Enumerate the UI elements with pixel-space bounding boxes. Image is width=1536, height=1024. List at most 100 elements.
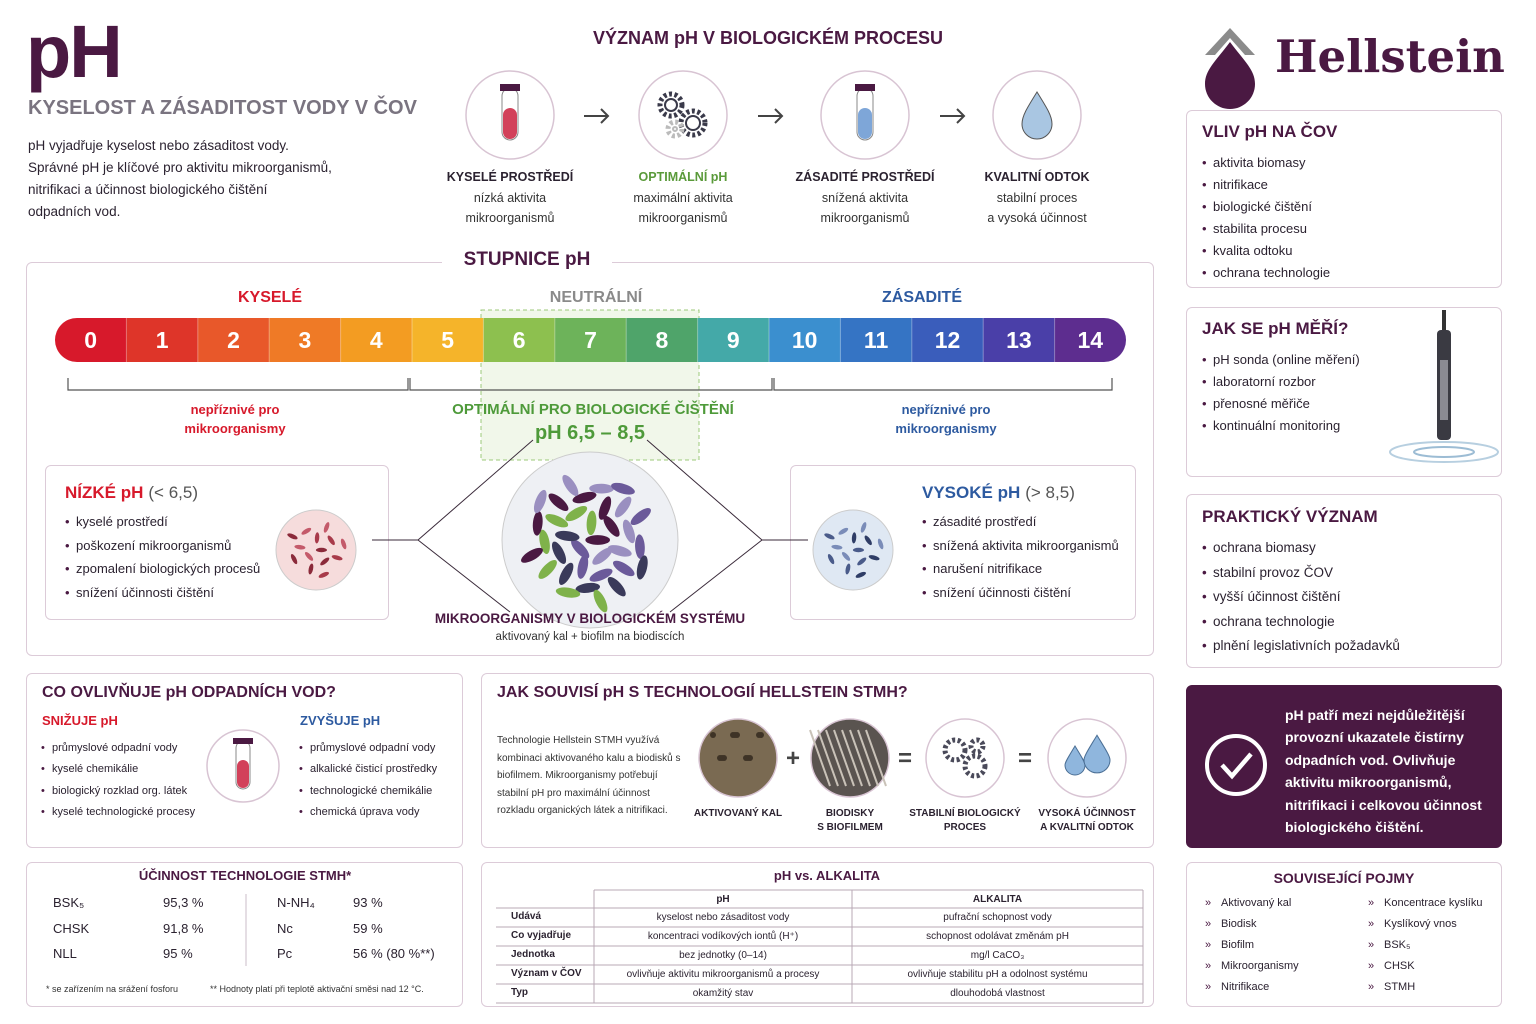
technology-label: VYSOKÁ ÚČINNOST [1038, 808, 1136, 819]
tube-liquid [858, 108, 872, 139]
efficiency-value: 95,3 % [163, 895, 204, 910]
microbe [301, 527, 312, 535]
microbe [575, 582, 601, 593]
right-note: mikroorganismy [895, 421, 997, 436]
microbe [548, 493, 569, 511]
card-item: pH sonda (online měření) [1202, 352, 1360, 368]
subtitle: KYSELOST A ZÁSADITOST VODY V ČOV [28, 97, 417, 119]
table-header: ALKALITA [972, 894, 1023, 905]
table-row-label: Udává [511, 911, 542, 922]
step-line: nízká aktivita [473, 191, 547, 205]
ph-segment [697, 318, 770, 362]
ph-value: 5 [441, 327, 455, 353]
gear [657, 91, 685, 119]
low-ph-title: NÍZKÉ pH (< 6,5) [65, 483, 198, 503]
low-ph-item: zpomalení biologických procesů [65, 561, 260, 577]
ph-segment [269, 318, 342, 362]
table-row-label: Jednotka [511, 949, 555, 960]
biofilm-stripe [841, 729, 863, 787]
ph-value: 2 [227, 327, 240, 353]
microbe [551, 541, 567, 564]
card-item: kontinuální monitoring [1202, 418, 1340, 434]
efficiency-value: 93 % [353, 895, 383, 910]
microbe [827, 553, 835, 565]
gear [678, 108, 708, 138]
ph-bar [55, 318, 1126, 362]
zone-label: KYSELÉ [237, 289, 302, 306]
decrease-item: kyselé chemikálie [41, 763, 138, 776]
term: Koncentrace kyslíku [1368, 897, 1483, 910]
microbe [611, 482, 635, 495]
microbe [864, 535, 872, 546]
right-note: nepříznivé pro [901, 402, 991, 417]
microbe [331, 555, 343, 561]
microbe [586, 510, 597, 536]
microbe [845, 563, 851, 575]
term: Mikroorganismy [1205, 960, 1299, 973]
microbe [327, 535, 335, 546]
ph-segment [340, 318, 413, 362]
biofilm-stripe [857, 729, 879, 787]
ph-value: 10 [791, 327, 818, 353]
gear [942, 737, 968, 763]
microbe [589, 568, 613, 582]
gear [968, 737, 986, 755]
card-item: stabilita procesu [1202, 221, 1307, 237]
efficiency-note: * se zařízením na srážení fosforu [46, 984, 179, 994]
tube-cap [500, 84, 520, 91]
operator: + [785, 745, 800, 772]
increase-title: ZVYŠUJE pH [300, 713, 381, 728]
table-row-label: Význam v ČOV [511, 968, 582, 979]
microbe [635, 534, 645, 560]
bracket [773, 378, 1113, 391]
high-ph-item: snížení účinnosti čištění [922, 585, 1071, 601]
microbe [538, 559, 557, 579]
water-drop [1083, 734, 1111, 774]
microbe [607, 576, 626, 597]
logo-drop [1205, 42, 1255, 109]
microbe [841, 552, 851, 561]
microbe [314, 532, 320, 544]
technology-text: Technologie Hellstein STMH využívá kombi… [497, 735, 681, 816]
tube-cap [233, 738, 253, 744]
term: CHSK [1368, 960, 1414, 973]
microbe [824, 533, 835, 540]
microbe [857, 557, 867, 566]
microbe [290, 553, 298, 565]
microbe [607, 545, 632, 557]
low-ph-item: snížení účinnosti čištění [65, 585, 214, 601]
biofilm-stripe [833, 729, 855, 787]
gear [962, 753, 988, 779]
zone-label: ZÁSADITÉ [882, 289, 962, 306]
microbe [521, 547, 543, 563]
probe-glass [1440, 360, 1448, 420]
microbe [315, 547, 328, 553]
microbe [598, 496, 612, 520]
water-ripple [1389, 441, 1499, 463]
sludge-grain [710, 732, 716, 738]
step-line: maximální aktivita [633, 191, 733, 205]
sludge-grain [743, 755, 749, 761]
probe-cable [1442, 310, 1446, 330]
efficiency-label: N-NH₄ [277, 895, 315, 910]
efficiency-title: ÚČINNOST TECHNOLOGIE STMH* [138, 868, 352, 883]
step-title: OPTIMÁLNÍ pH [638, 170, 728, 184]
term: Biodisk [1205, 918, 1257, 931]
microbe [320, 557, 330, 566]
ph-segment [554, 318, 627, 362]
high-ph-item: narušení nitrifikace [922, 561, 1042, 577]
microbe [532, 511, 543, 536]
microbe [533, 489, 547, 514]
microbe [565, 506, 588, 522]
operator: = [897, 745, 912, 772]
sludge-grain [756, 732, 762, 738]
microbe [539, 529, 550, 555]
alkalinity-card [481, 862, 1154, 1007]
process-arrow [940, 108, 966, 124]
ph-segment [626, 318, 699, 362]
operator: = [1017, 745, 1032, 772]
check-ring [1205, 734, 1267, 796]
efficiency-label: NLL [53, 946, 77, 961]
card-title: JAK SE pH MĚŘÍ? [1202, 319, 1349, 338]
card-title: VLIV pH NA ČOV [1202, 122, 1338, 141]
